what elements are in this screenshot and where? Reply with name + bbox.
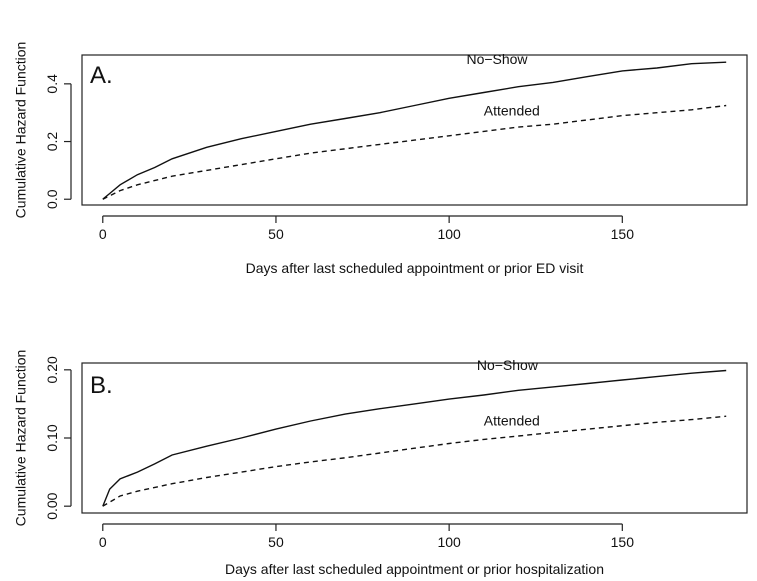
y-tick-label: 0.10 [44, 424, 60, 451]
plot-frame [81, 54, 748, 206]
series-line-attended [102, 415, 727, 507]
y-axis-title: Cumulative Hazard Function [13, 350, 29, 527]
x-tick-label: 50 [268, 226, 284, 242]
panel-a: A. Days after last scheduled appointment… [13, 42, 748, 276]
y-axis: 0.0 0.2 0.4 [44, 74, 72, 209]
y-tick-label: 0.20 [44, 356, 60, 383]
y-tick-label: 0.00 [44, 492, 60, 519]
x-axis: 0 50 100 150 [99, 215, 635, 242]
series-label-no-show: No−Show [477, 357, 539, 373]
panel-label: B. [90, 372, 113, 399]
x-axis-title: Days after last scheduled appointment or… [225, 561, 604, 577]
x-axis: 0 50 100 150 [99, 523, 635, 550]
y-tick-label: 0.4 [44, 74, 60, 94]
panel-b: B. Days after last scheduled appointment… [13, 350, 748, 577]
x-tick-label: 0 [99, 226, 107, 242]
series-label-no-show: No−Show [466, 51, 528, 67]
x-tick-label: 100 [437, 534, 461, 550]
x-tick-label: 0 [99, 534, 107, 550]
series-lines [102, 61, 727, 200]
series-line-no-show [102, 61, 727, 200]
series-label-attended: Attended [484, 103, 540, 119]
x-tick-label: 100 [437, 226, 461, 242]
y-tick-label: 0.2 [44, 132, 60, 152]
plot-frame [81, 362, 748, 514]
y-tick-label: 0.0 [44, 189, 60, 209]
panel-label: A. [90, 62, 113, 89]
x-axis-title: Days after last scheduled appointment or… [246, 260, 584, 276]
x-tick-label: 50 [268, 534, 284, 550]
series-lines [102, 369, 727, 507]
series-line-no-show [102, 369, 727, 507]
x-tick-label: 150 [611, 226, 635, 242]
series-line-attended [102, 104, 727, 200]
y-axis-title: Cumulative Hazard Function [13, 42, 29, 219]
y-axis: 0.00 0.10 0.20 [44, 356, 72, 520]
x-tick-label: 150 [611, 534, 635, 550]
series-label-attended: Attended [484, 413, 540, 429]
